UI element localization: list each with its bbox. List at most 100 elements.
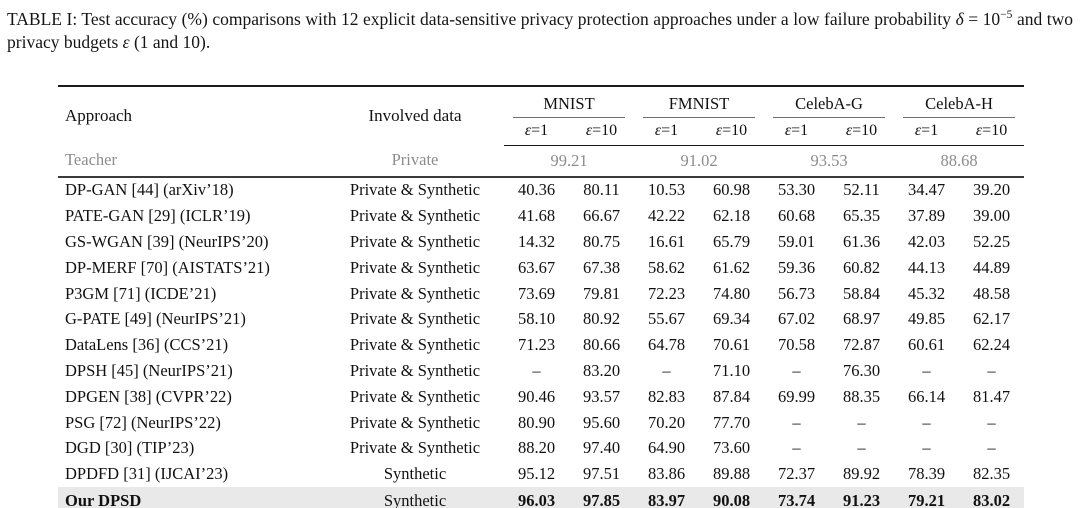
involved-data-cell: Private [326,145,504,178]
teacher-row: Teacher Private 99.21 91.02 93.53 88.68 [58,145,1025,178]
value-cell-mnist-eps1: 41.68 [517,206,556,226]
eps-header-celeba-h-10: ε=10 [959,117,1025,146]
value-cell-celeba-h-eps10: – [987,360,996,380]
delta-symbol: δ [955,9,964,29]
results-table: Approach Involved data MNIST FMNIST Cele… [58,84,1025,508]
value-cell-celeba-h-eps1: 60.61 [907,335,946,355]
value-cell-celeba-g-eps1: 59.01 [777,231,816,251]
value-cell-mnist-eps1: 71.23 [517,335,556,355]
value-cell-mnist-eps1: 73.69 [517,283,556,303]
value-cell-fmnist-eps10: 90.08 [699,487,765,508]
involved-data-cell: Private & Synthetic [349,386,481,406]
dataset-label: CelebA-G [795,93,863,113]
table-caption: TABLE I: Test accuracy (%) comparisons w… [0,0,1080,54]
value-cell-mnist-eps1: 95.12 [517,464,556,484]
value-cell-mnist-eps1: 58.10 [517,309,556,329]
value-cell-celeba-h-eps10: 62.24 [972,335,1011,355]
eps-value: =1 [921,122,939,139]
epsilon-symbol: ε [784,122,792,139]
approach-cell: DP-GAN [44] (arXiv’18) [65,180,234,200]
value-cell-celeba-h-eps10: 39.00 [972,206,1011,226]
value-cell-mnist-eps10: 80.92 [582,309,621,329]
value-cell-celeba-h-eps1: – [922,438,931,458]
value-cell-fmnist-eps10: 62.18 [712,206,751,226]
eps-value: =10 [982,122,1008,139]
value-cell-celeba-h-eps10: – [987,438,996,458]
approach-cell: P3GM [71] (ICDE’21) [65,283,217,303]
table-row: DGD [30] (TIP’23) Private & Synthetic 88… [58,435,1024,461]
value-cell-mnist-eps1: 88.20 [517,438,556,458]
value-cell-fmnist-eps1: 64.90 [647,438,686,458]
value-cell-mnist-eps10: 80.75 [582,231,621,251]
value-cell-celeba-h-eps10: – [987,412,996,432]
value-cell-mnist-eps10: 80.11 [583,180,620,200]
column-header-involved-data: Involved data [368,105,462,125]
eps-header-celeba-h-1: ε=1 [894,117,960,146]
value-cell-fmnist-eps1: 58.62 [647,257,686,277]
approach-cell: DataLens [36] (CCS’21) [65,335,229,355]
value-cell-mnist-eps10: 79.81 [582,283,621,303]
involved-data-cell: Private & Synthetic [349,206,481,226]
involved-data-cell: Private & Synthetic [349,335,481,355]
value-cell-fmnist-eps10: 89.88 [712,464,751,484]
value-cell-celeba-h-eps1: 78.39 [907,464,946,484]
involved-data-cell: Private & Synthetic [349,257,481,277]
value-cell-celeba-h-eps10: 81.47 [972,386,1011,406]
value-cell-mnist-eps10: 66.67 [582,206,621,226]
involved-data-cell: Private & Synthetic [349,360,481,380]
involved-data-cell: Private & Synthetic [349,309,481,329]
table-row: DPDFD [31] (IJCAI’23) Synthetic 95.12 97… [58,461,1024,487]
value-cell-celeba-g-eps10: 52.11 [843,180,880,200]
value-cell-mnist-eps10: 93.57 [582,386,621,406]
dataset-group-header-celeba-g: CelebA-G [764,86,894,118]
value-cell-fmnist-eps1: 83.97 [634,487,699,508]
value-cell-celeba-g-eps1: – [792,412,801,432]
value-cell-celeba-g-eps1: 59.36 [777,257,816,277]
value-cell-fmnist-eps1: 82.83 [647,386,686,406]
value-cell-fmnist-eps10: 71.10 [712,360,751,380]
involved-data-cell: Private & Synthetic [349,412,481,432]
table-row: PSG [72] (NeurIPS’22) Private & Syntheti… [58,410,1024,436]
value-cell-fmnist-eps10: 87.84 [712,386,751,406]
value-cell-celeba-h-eps1: 42.03 [907,231,946,251]
value-cell-celeba-g-eps10: 72.87 [842,335,881,355]
table-row: DPSH [45] (NeurIPS’21) Private & Synthet… [58,358,1024,384]
value-cell-celeba-h-eps10: 83.02 [959,487,1025,508]
approach-cell: Teacher [58,145,326,178]
epsilon-symbol: ε [524,122,532,139]
value-cell-celeba-g-eps1: 56.73 [777,283,816,303]
column-header-approach: Approach [65,105,133,125]
table-row: P3GM [71] (ICDE’21) Private & Synthetic … [58,281,1024,307]
eps-header-celeba-g-1: ε=1 [764,117,830,146]
value-cell-celeba-g-eps1: – [792,360,801,380]
value-cell-mnist-eps10: 97.85 [569,487,634,508]
table-row: DataLens [36] (CCS’21) Private & Synthet… [58,332,1024,358]
value-cell-mnist-eps10: 80.66 [582,335,621,355]
table-row: Our DPSD Synthetic 96.03 97.85 83.97 90.… [58,487,1025,508]
teacher-value-fmnist: 91.02 [634,145,765,178]
dataset-label: CelebA-H [925,93,993,113]
value-cell-fmnist-eps10: 70.61 [712,335,751,355]
value-cell-celeba-h-eps1: 49.85 [907,309,946,329]
approach-cell: DPGEN [38] (CVPR’22) [65,386,232,406]
value-cell-mnist-eps10: 97.51 [582,464,621,484]
value-cell-celeba-h-eps1: – [922,360,931,380]
caption-text-1: TABLE I: Test accuracy (%) comparisons w… [7,9,956,29]
eps-value: =10 [722,122,748,139]
value-cell-celeba-h-eps1: 44.13 [907,257,946,277]
value-cell-fmnist-eps10: 69.34 [712,309,751,329]
value-cell-celeba-g-eps10: 60.82 [842,257,881,277]
involved-data-cell: Private & Synthetic [349,438,481,458]
dataset-group-header-fmnist: FMNIST [634,86,764,118]
value-cell-fmnist-eps1: 10.53 [647,180,686,200]
value-cell-celeba-g-eps1: 73.74 [764,487,830,508]
value-cell-celeba-h-eps10: 62.17 [972,309,1011,329]
value-cell-celeba-h-eps1: 45.32 [907,283,946,303]
value-cell-celeba-h-eps1: 34.47 [907,180,946,200]
value-cell-celeba-g-eps10: 65.35 [842,206,881,226]
table-row: PATE-GAN [29] (ICLR’19) Private & Synthe… [58,203,1024,229]
value-cell-mnist-eps1: 90.46 [517,386,556,406]
involved-data-cell: Synthetic [383,464,447,484]
value-cell-celeba-g-eps1: 53.30 [777,180,816,200]
